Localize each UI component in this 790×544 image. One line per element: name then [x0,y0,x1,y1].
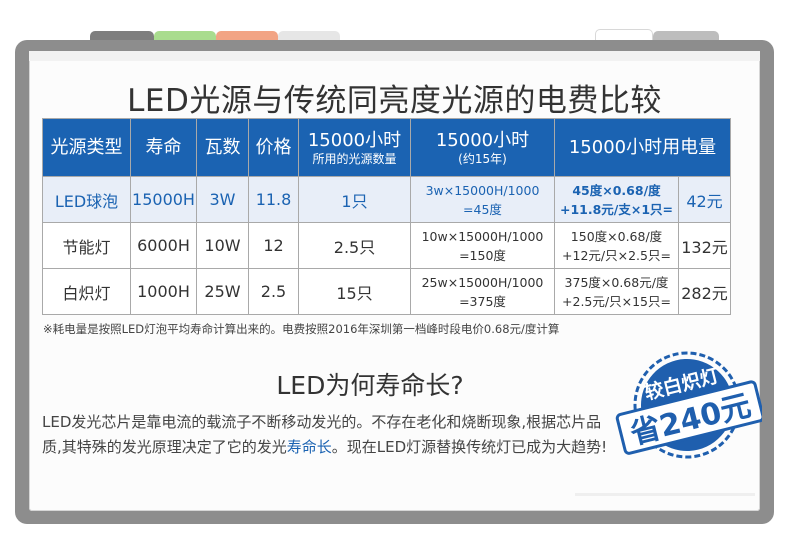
cell-calc: 3w×15000H/1000 =45度 [410,176,555,223]
header-cell: 15000小时 所用的光源数量 [298,118,411,177]
cell-count: 1只 [298,176,411,223]
cell-calc: 25w×15000H/1000 =375度 [410,268,555,315]
page-title: LED光源与传统同亮度光源的电费比较 [127,83,662,119]
cell-price: 11.8 [248,176,299,223]
footnote: ※耗电量是按照LED灯泡平均寿命计算出来的。电费按照2016年深圳第一档峰时段电… [43,322,560,336]
header-cell: 寿命 [130,118,197,177]
cell-type: 白炽灯 [42,268,131,315]
cell-count: 2.5只 [298,222,411,269]
highlight-text: 寿命长 [286,438,332,456]
paragraph-text: LED发光芯片是靠电流的载流子不断移动发光的。不存在老化和烧断现象,根据芯片品质… [42,413,602,456]
savings-stamp: 较白炽灯 省240元 [615,351,762,459]
cell-total: 132元 [678,222,731,269]
cell-calc: 10w×15000H/1000 =150度 [410,222,555,269]
description-paragraph: LED发光芯片是靠电流的载流子不断移动发光的。不存在老化和烧断现象,根据芯片品质… [42,410,612,460]
cell-type: 节能灯 [42,222,131,269]
cell-usage: 150度×0.68/度 +12元/只×2.5只= [554,222,679,269]
header-cell: 瓦数 [196,118,249,177]
cell-count: 15只 [298,268,411,315]
cell-usage: 45度×0.68/度 +11.8元/支×1只= [554,176,679,223]
table-header-row: 光源类型 寿命 瓦数 价格 15000小时 所用的光源数量 15000小时 (约15… [42,118,731,177]
cell-type: LED球泡 [42,176,131,223]
header-cell: 价格 [248,118,299,177]
paper-top-strip [29,51,760,61]
header-cell: 光源类型 [42,118,131,177]
comparison-table: 光源类型 寿命 瓦数 价格 15000小时 所用的光源数量 15000小时 (约15… [42,118,731,315]
table-row: 节能灯 6000H 10W 12 2.5只 10w×15000H/1000 =15… [42,222,731,269]
faint-marks [575,493,755,496]
cell-price: 12 [248,222,299,269]
cell-total: 42元 [678,176,731,223]
cell-life: 15000H [130,176,197,223]
cell-usage: 375度×0.68元/度 +2.5元/只×15只= [554,268,679,315]
header-cell: 15000小时用电量 [554,118,731,177]
cell-watt: 25W [196,268,249,315]
section-title: LED为何寿命长? [276,371,464,400]
cell-total: 282元 [678,268,731,315]
cell-watt: 3W [196,176,249,223]
table-row: 白炽灯 1000H 25W 2.5 15只 25w×15000H/1000 =37… [42,268,731,315]
table-row: LED球泡 15000H 3W 11.8 1只 3w×15000H/1000 =4… [42,176,731,223]
cell-life: 1000H [130,268,197,315]
header-cell: 15000小时 (约15年) [410,118,555,177]
cell-price: 2.5 [248,268,299,315]
paragraph-text: 。现在LED灯源替换传统灯已成为大趋势! [331,438,608,456]
cell-watt: 10W [196,222,249,269]
cell-life: 6000H [130,222,197,269]
